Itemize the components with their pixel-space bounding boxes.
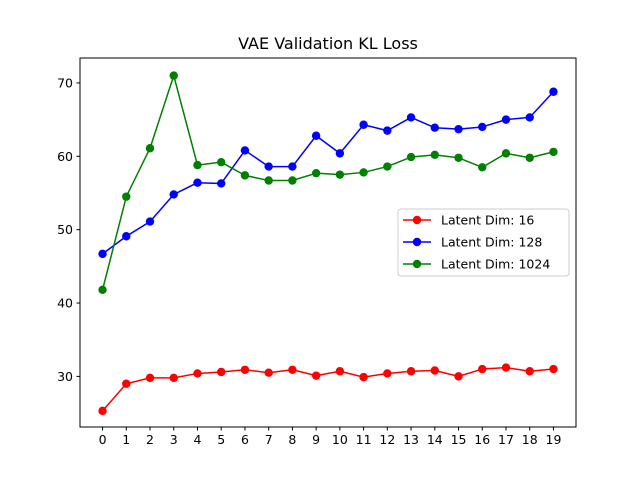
series-2-point	[193, 160, 202, 170]
series-2-point	[145, 144, 155, 153]
series-0-point	[122, 379, 131, 388]
series-1-point	[335, 149, 345, 158]
series-1-point	[454, 124, 463, 134]
series-2-point	[406, 152, 416, 162]
x-tick-label: 3	[170, 432, 178, 447]
series-2-point	[525, 153, 534, 162]
series-1-point	[217, 179, 226, 188]
series-2-point	[122, 192, 131, 201]
y-tick-label: 60	[57, 149, 73, 164]
x-tick-label: 4	[193, 432, 201, 447]
series-0-point	[359, 372, 368, 382]
series-1-point	[122, 232, 131, 241]
series-0-point	[193, 369, 202, 378]
series-2-point	[240, 171, 250, 180]
series-2-point	[169, 71, 178, 80]
x-tick-label: 5	[217, 432, 225, 447]
series-0-point	[383, 369, 392, 378]
series-0-point	[501, 363, 511, 372]
series-0-point	[217, 367, 226, 377]
x-tick-label: 14	[427, 432, 443, 447]
x-tick-label: 17	[498, 432, 514, 447]
series-0-point	[288, 365, 297, 374]
x-tick-label: 11	[356, 432, 372, 447]
series-1-point	[549, 87, 558, 96]
series-1-point	[288, 162, 297, 171]
x-tick-label: 9	[312, 432, 320, 447]
series-2-point	[383, 162, 392, 171]
legend-marker	[412, 259, 422, 269]
series-1-point	[430, 123, 439, 132]
series-0-point	[145, 373, 155, 383]
x-tick-label: 2	[146, 432, 154, 447]
x-tick-label: 12	[379, 432, 395, 447]
series-2-point	[454, 153, 463, 162]
series-1-point	[311, 131, 321, 140]
series-1-point	[359, 120, 368, 129]
series-2-point	[217, 157, 226, 167]
series-2-point	[311, 168, 321, 178]
series-2-point	[430, 150, 439, 160]
legend-label: Latent Dim: 128	[441, 235, 542, 250]
series-1-point	[525, 113, 534, 122]
chart-title: VAE Validation KL Loss	[238, 34, 418, 53]
y-tick-label: 40	[57, 296, 73, 311]
x-tick-label: 16	[474, 432, 490, 447]
x-tick-label: 7	[265, 432, 273, 447]
legend-label: Latent Dim: 1024	[441, 257, 550, 272]
series-0-point	[549, 364, 558, 374]
x-tick-label: 13	[403, 432, 419, 447]
legend-marker	[412, 237, 422, 247]
y-tick-label: 70	[57, 75, 73, 90]
series-0-point	[240, 365, 250, 374]
series-0-point	[525, 367, 534, 376]
series-2-point	[501, 149, 511, 158]
series-0-point	[264, 368, 273, 377]
series-2-point	[478, 163, 487, 172]
series-0-point	[430, 366, 439, 375]
series-0-point	[311, 371, 321, 380]
series-1-point	[406, 113, 416, 122]
y-tick-label: 30	[57, 369, 73, 384]
series-2-point	[359, 168, 368, 177]
series-1-point	[145, 217, 155, 226]
series-1-point	[478, 122, 487, 132]
series-0-point	[98, 406, 107, 416]
plot-area	[98, 71, 558, 416]
legend-label: Latent Dim: 16	[441, 213, 534, 228]
axes-frame	[79, 57, 577, 428]
series-2-point	[264, 176, 273, 185]
legend-marker	[412, 215, 422, 225]
series-1-point	[501, 115, 511, 124]
series-1-point	[264, 162, 273, 171]
series-0-point	[454, 372, 463, 381]
x-tick-label: 8	[288, 432, 296, 447]
x-tick-label: 10	[332, 432, 348, 447]
legend: Latent Dim: 16 Latent Dim: 128 Latent Dim:…	[397, 208, 570, 277]
series-0-point	[169, 373, 178, 383]
x-tick-label: 6	[241, 432, 249, 447]
series-1-point	[98, 249, 107, 259]
series-1-point	[383, 126, 392, 135]
series-1-point	[169, 190, 178, 199]
series-0-point	[406, 367, 416, 376]
series-1-point	[193, 178, 202, 187]
series-2-point	[335, 170, 345, 179]
series-0-point	[335, 367, 345, 376]
y-tick-label: 50	[57, 222, 73, 237]
series-2-point	[288, 176, 297, 185]
legend-box	[397, 208, 570, 277]
series-line-2	[101, 74, 554, 291]
x-tick-label: 0	[99, 432, 107, 447]
series-2-point	[98, 285, 107, 295]
x-tick-label: 19	[546, 432, 562, 447]
series-2-point	[549, 147, 558, 157]
x-tick-label: 18	[522, 432, 538, 447]
x-tick-label: 15	[451, 432, 467, 447]
series-0-point	[478, 364, 487, 374]
series-1-point	[240, 146, 250, 155]
x-tick-label: 1	[122, 432, 130, 447]
